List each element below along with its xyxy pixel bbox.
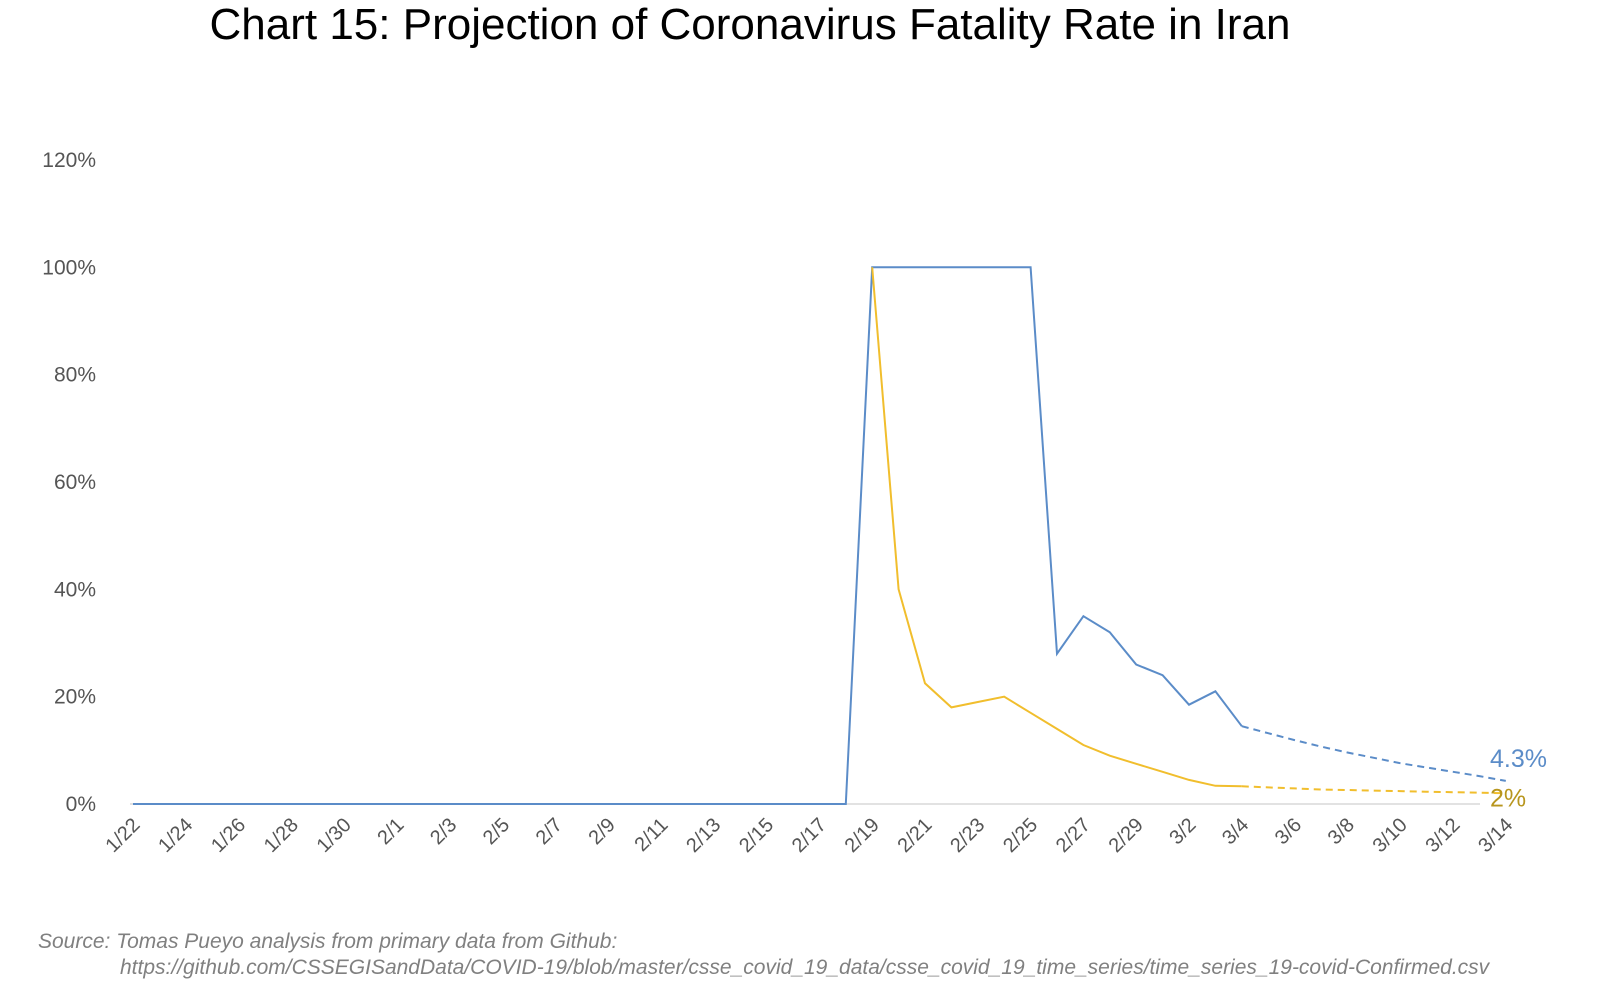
series-1-actual-line xyxy=(133,266,1243,805)
x-tick-label: 1/22 xyxy=(101,814,144,857)
x-tick-label: 2/21 xyxy=(893,814,936,857)
x-tick-label: 2/27 xyxy=(1052,814,1095,857)
y-tick-label: 60% xyxy=(54,471,96,494)
series-layer xyxy=(133,266,1506,805)
x-axis: 1/22 1/24 1/26 1/28 1/30 2/1 2/3 2/5 2/7 2/9 2/11 2… xyxy=(101,814,1517,857)
chart-title: Chart 15: Projection of Coronavirus Fata… xyxy=(209,0,1291,49)
y-axis: 0% 20% 40% 60% 80% 100% 120% xyxy=(42,149,1480,816)
x-tick-label: 3/2 xyxy=(1165,814,1200,849)
x-tick-label: 2/23 xyxy=(946,814,989,857)
x-tick-label: 3/6 xyxy=(1271,814,1306,849)
y-tick-label: 120% xyxy=(42,149,96,172)
x-tick-label: 2/11 xyxy=(630,814,672,856)
x-tick-label: 2/7 xyxy=(532,814,567,849)
x-tick-label: 2/17 xyxy=(788,814,831,857)
end-labels: 4.3% 2% xyxy=(1490,745,1547,812)
y-tick-label: 40% xyxy=(54,578,96,601)
y-tick-label: 80% xyxy=(54,364,96,387)
x-tick-label: 3/8 xyxy=(1324,814,1359,849)
x-tick-label: 2/13 xyxy=(682,814,725,857)
x-tick-label: 3/14 xyxy=(1474,814,1517,857)
x-tick-label: 2/25 xyxy=(999,814,1042,857)
x-tick-label: 2/19 xyxy=(841,814,884,857)
series-2-projection-line xyxy=(1241,785,1506,795)
x-tick-label: 2/9 xyxy=(585,814,620,849)
x-tick-label: 2/5 xyxy=(479,814,514,849)
x-tick-label: 1/26 xyxy=(207,814,250,857)
x-tick-label: 3/4 xyxy=(1218,814,1253,849)
series-2-end-label: 2% xyxy=(1490,784,1526,812)
series-1-end-label: 4.3% xyxy=(1490,745,1547,773)
source-url: https://github.com/CSSEGISandData/COVID-… xyxy=(120,956,1490,979)
series-2-actual-line xyxy=(871,267,1242,788)
x-tick-label: 2/1 xyxy=(373,814,408,849)
x-tick-label: 1/28 xyxy=(260,814,303,857)
x-tick-label: 1/24 xyxy=(154,814,197,857)
x-tick-label: 3/12 xyxy=(1421,814,1464,857)
x-tick-label: 1/30 xyxy=(313,814,356,857)
y-tick-label: 20% xyxy=(54,686,96,709)
x-tick-label: 2/15 xyxy=(735,814,778,857)
x-tick-label: 2/3 xyxy=(426,814,461,849)
x-tick-label: 2/29 xyxy=(1105,814,1148,857)
y-tick-label: 100% xyxy=(42,256,96,279)
series-1-projection-line xyxy=(1241,725,1506,782)
source-note: Source: Tomas Pueyo analysis from primar… xyxy=(38,930,618,953)
x-tick-label: 3/10 xyxy=(1369,814,1412,857)
y-tick-label: 0% xyxy=(66,793,96,816)
